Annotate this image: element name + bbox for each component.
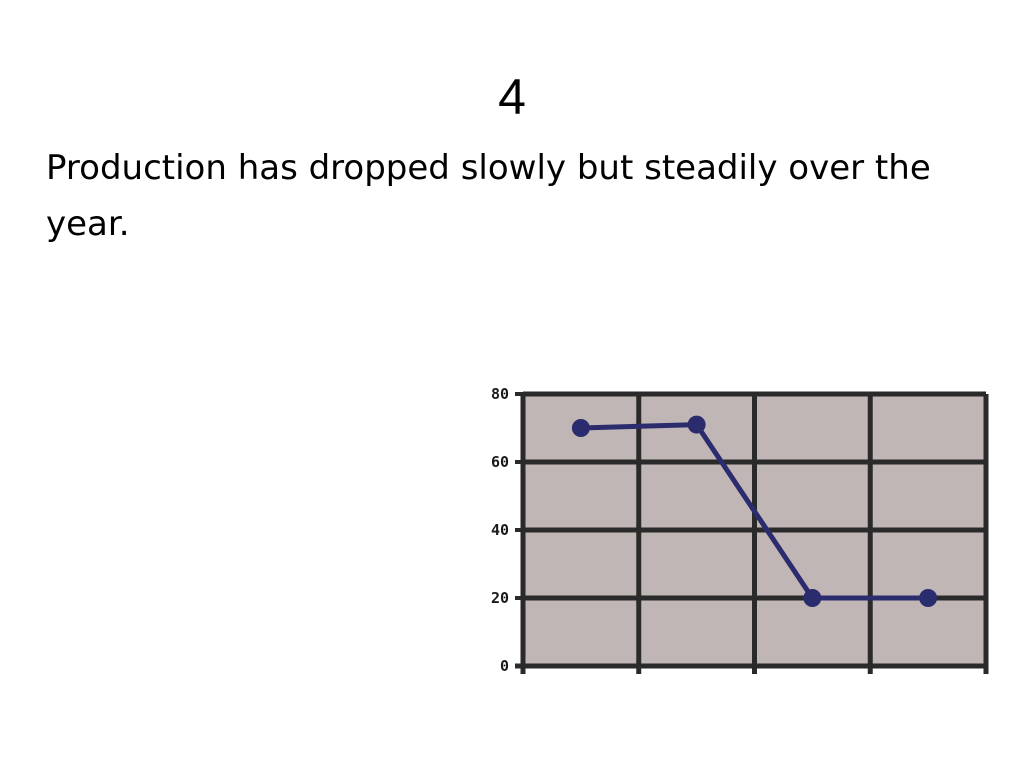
- y-tick-label: 0: [500, 657, 509, 675]
- data-point-marker: [687, 415, 706, 434]
- y-tick-label: 60: [491, 453, 509, 471]
- y-tick-label: 80: [491, 385, 509, 403]
- production-chart: 0 20 40 60 80: [460, 380, 1000, 690]
- y-tick-label: 40: [491, 521, 509, 539]
- data-point-marker: [571, 419, 590, 437]
- slide-title: 4: [498, 69, 526, 125]
- data-point-marker: [803, 589, 822, 607]
- slide-body-text: Production has dropped slowly but steadi…: [46, 148, 931, 244]
- series-line: [580, 422, 929, 601]
- y-tick-label: 20: [491, 589, 509, 607]
- data-point-marker: [919, 589, 938, 607]
- line-chart-svg: 0 20 40 60 80: [491, 385, 989, 675]
